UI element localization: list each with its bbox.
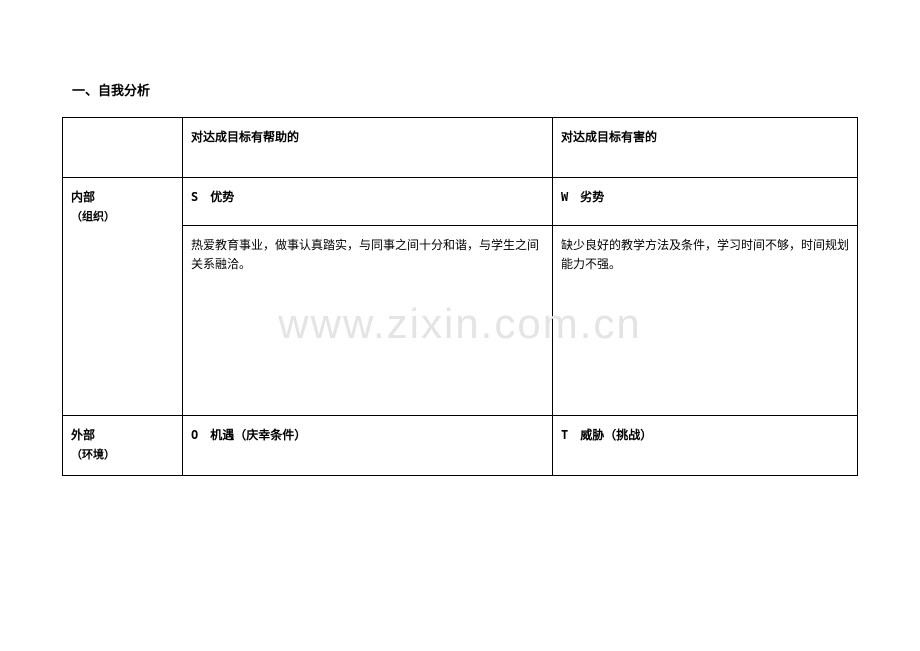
external-label-sub: （环境） — [71, 449, 115, 461]
header-blank-cell — [63, 118, 183, 178]
header-helpful-cell: 对达成目标有帮助的 — [183, 118, 553, 178]
external-row-label-cell: 外部 （环境） — [63, 416, 183, 476]
swot-table: 对达成目标有帮助的 对达成目标有害的 内部 （组织） S 优势 W 劣势 热爱教… — [62, 117, 858, 476]
external-label-row: 外部 （环境） O 机遇（庆幸条件） T 威胁（挑战） — [63, 416, 858, 476]
table-header-row: 对达成目标有帮助的 对达成目标有害的 — [63, 118, 858, 178]
t-label-cell: T 威胁（挑战） — [553, 416, 858, 476]
header-harmful-cell: 对达成目标有害的 — [553, 118, 858, 178]
internal-row-label-cell: 内部 （组织） — [63, 178, 183, 416]
internal-label-main: 内部 — [71, 190, 95, 204]
external-label-main: 外部 — [71, 428, 95, 442]
internal-content-row: 热爱教育事业，做事认真踏实，与同事之间十分和谐，与学生之间关系融洽。 缺少良好的… — [63, 226, 858, 416]
section-title: 一、自我分析 — [72, 80, 858, 99]
o-label-cell: O 机遇（庆幸条件） — [183, 416, 553, 476]
w-label-cell: W 劣势 — [553, 178, 858, 226]
internal-label-row: 内部 （组织） S 优势 W 劣势 — [63, 178, 858, 226]
internal-label-sub: （组织） — [71, 211, 115, 223]
s-label-cell: S 优势 — [183, 178, 553, 226]
s-content-cell: 热爱教育事业，做事认真踏实，与同事之间十分和谐，与学生之间关系融洽。 — [183, 226, 553, 416]
w-content-cell: 缺少良好的教学方法及条件，学习时间不够，时间规划能力不强。 — [553, 226, 858, 416]
document-page: 一、自我分析 对达成目标有帮助的 对达成目标有害的 内部 （组织） S 优势 W… — [0, 0, 920, 476]
